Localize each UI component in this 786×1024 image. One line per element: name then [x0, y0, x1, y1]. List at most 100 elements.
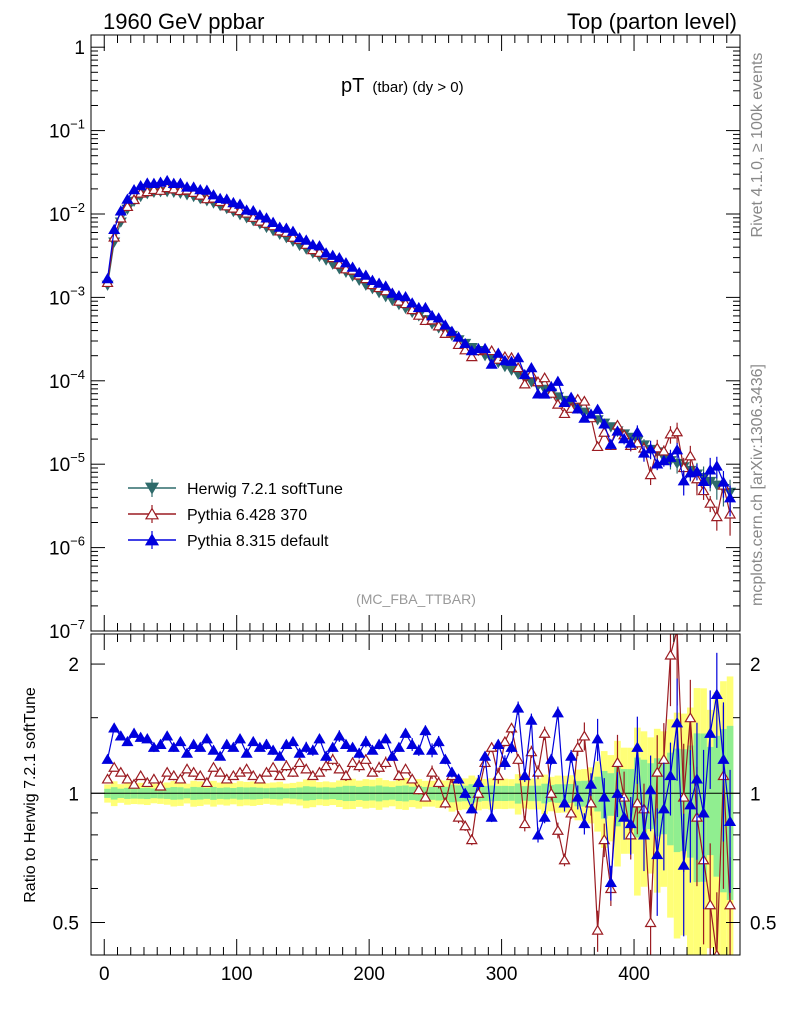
mcplots-label: mcplots.cern.ch [arXiv:1306.3436] [749, 364, 766, 606]
main-y-tick-label: 10−2 [49, 200, 85, 226]
main-data-point [339, 257, 353, 268]
ratio-data-point [247, 735, 260, 747]
ratio-data-point [167, 741, 180, 752]
main-data-point [545, 387, 558, 398]
main-y-tick-label: 10−1 [49, 117, 85, 143]
main-data-point [724, 492, 737, 503]
main-data-point [710, 460, 723, 471]
ratio-data-point [399, 727, 412, 738]
ratio-data-point [174, 773, 187, 784]
ratio-data-point [598, 791, 611, 802]
ratio-data-point [320, 759, 333, 771]
ratio-data-point [214, 750, 227, 761]
ratio-data-point [280, 759, 293, 771]
main-data-point [518, 378, 531, 389]
x-tick-label: 200 [353, 964, 385, 985]
ratio-data-point [379, 733, 392, 744]
ratio-data-point [419, 724, 432, 736]
main-data-point [618, 432, 631, 444]
legend-label: Herwig 7.2.1 softTune [187, 481, 343, 498]
ratio-data-point [108, 722, 121, 733]
main-data-point [558, 396, 571, 407]
ratio-data-point [399, 763, 412, 774]
main-data-point [432, 312, 445, 323]
ratio-data-point [353, 759, 366, 771]
ratio-data-point [604, 876, 617, 887]
rivet-version-label: Rivet 4.1.0, ≥ 100k events [749, 53, 766, 238]
ratio-data-point [134, 769, 147, 781]
ratio-data-point [412, 744, 425, 755]
ratio-data-point [227, 741, 240, 752]
main-data-point [108, 223, 121, 235]
ratio-data-point [161, 730, 174, 741]
ratio-data-point [147, 773, 160, 784]
ratio-data-point [472, 776, 485, 788]
ratio-data-point [452, 773, 465, 784]
ratio-data-point [677, 859, 690, 870]
main-data-point [518, 368, 531, 380]
main-data-point [611, 425, 624, 436]
main-data-point [492, 347, 505, 358]
main-data-point [247, 205, 260, 216]
ratio-data-point [644, 783, 657, 795]
ratio-data-point [108, 761, 121, 772]
main-data-point [161, 174, 174, 186]
ratio-data-point [101, 773, 114, 784]
ratio-data-point [724, 899, 737, 910]
ratio-data-point [598, 833, 611, 845]
ratio-data-point [306, 744, 319, 755]
ratio-data-point [200, 733, 213, 744]
ratio-data-point [690, 773, 704, 784]
main-data-point [121, 200, 134, 212]
main-data-point [286, 225, 300, 236]
ratio-data-point [717, 753, 730, 764]
main-data-point [538, 371, 551, 383]
ratio-data-point [286, 735, 300, 747]
main-data-point [174, 177, 187, 188]
main-data-point [690, 465, 704, 476]
ratio-data-point [664, 649, 677, 660]
ratio-y-tick-label-left: 2 [68, 655, 79, 676]
ratio-data-point [637, 829, 651, 840]
main-panel: 1 10−1 10−2 10−3 10−4 10−5 10−6 10−7 pT (tbar) (… [49, 34, 741, 643]
ratio-data-point [531, 766, 545, 777]
ratio-data-point [114, 730, 127, 741]
ratio-data-point [512, 753, 525, 764]
ratio-data-point [293, 747, 306, 758]
main-data-point [671, 444, 684, 455]
chart-title-main: pT [341, 75, 364, 97]
ratio-data-point [313, 733, 326, 744]
main-data-point [651, 442, 664, 453]
ratio-data-point [320, 750, 333, 761]
ratio-data-point [684, 712, 697, 723]
ratio-data-point [114, 766, 127, 777]
main-series-line [106, 186, 731, 519]
main-data-point [167, 183, 180, 194]
ratio-y-tick-label-left: 1 [68, 784, 79, 805]
main-data-point [551, 375, 564, 386]
ratio-data-point [180, 747, 194, 758]
ratio-data-point [545, 753, 558, 764]
ratio-data-point [346, 756, 359, 768]
main-data-point [293, 231, 306, 243]
main-data-point [406, 297, 419, 308]
main-data-point [717, 476, 730, 487]
ratio-data-point [664, 769, 677, 781]
main-data-point [240, 204, 253, 215]
ratio-data-point [704, 727, 717, 738]
ratio-data-point [611, 787, 624, 798]
ratio-data-point [207, 744, 220, 755]
ratio-data-point [194, 741, 207, 752]
ratio-panel: 0.5 0.5 1 1 2 2 Ratio to Herwig 7.2.1 softTun… [22, 633, 776, 956]
main-data-point [346, 261, 359, 272]
header-energy-label: 1960 GeV ppbar [103, 9, 264, 34]
main-data-point [525, 362, 538, 373]
x-tick-label: 300 [486, 964, 518, 985]
main-data-point [644, 443, 657, 454]
ratio-data-point [551, 707, 564, 718]
ratio-data-point [478, 750, 492, 761]
main-y-tick-label: 10−4 [49, 367, 85, 393]
ratio-data-point [465, 833, 478, 845]
main-data-point [313, 240, 326, 251]
legend-label: Pythia 6.428 370 [187, 507, 307, 524]
